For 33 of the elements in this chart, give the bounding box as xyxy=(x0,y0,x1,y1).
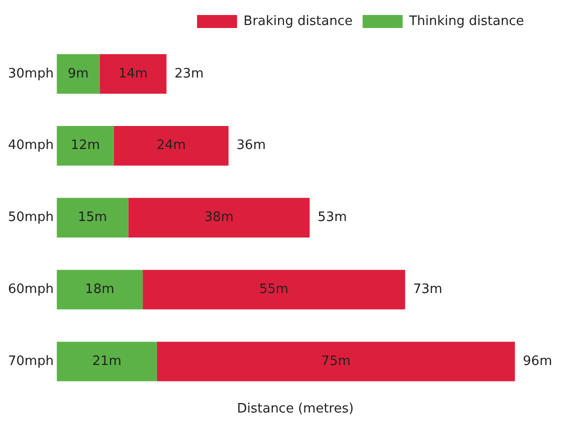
data-label: 24m xyxy=(156,138,186,154)
total-label: 96m xyxy=(522,354,552,369)
bar xyxy=(56,126,114,166)
total-label: 23m xyxy=(174,66,204,82)
bar xyxy=(56,342,157,382)
data-label: 15m xyxy=(78,210,108,226)
total-label: 36m xyxy=(236,138,266,154)
total-label: 73m xyxy=(413,282,442,297)
bar xyxy=(156,342,515,382)
legend-label: Thinking distance xyxy=(408,14,524,29)
y-tick-label: 30mph xyxy=(8,66,54,82)
data-label: 55m xyxy=(259,282,288,297)
legend-label: Braking distance xyxy=(244,14,353,29)
data-label: 18m xyxy=(85,282,114,297)
bar xyxy=(128,198,310,238)
data-label: 21m xyxy=(92,354,122,369)
y-tick-label: 60mph xyxy=(8,282,54,297)
bar xyxy=(56,270,143,310)
x-axis-title: Distance (metres) xyxy=(236,402,354,417)
bar xyxy=(142,270,406,310)
bar xyxy=(56,54,100,94)
bar xyxy=(56,198,128,238)
y-tick-label: 70mph xyxy=(8,354,54,369)
data-label: 9m xyxy=(68,66,89,82)
data-label: 14m xyxy=(118,66,148,82)
y-tick-label: 50mph xyxy=(8,210,54,226)
y-tick-label: 40mph xyxy=(8,138,54,154)
total-label: 53m xyxy=(318,210,347,226)
data-label: 12m xyxy=(70,138,100,154)
bar xyxy=(114,126,229,166)
data-label: 38m xyxy=(204,210,234,226)
bar xyxy=(100,54,166,94)
data-label: 75m xyxy=(321,354,351,369)
